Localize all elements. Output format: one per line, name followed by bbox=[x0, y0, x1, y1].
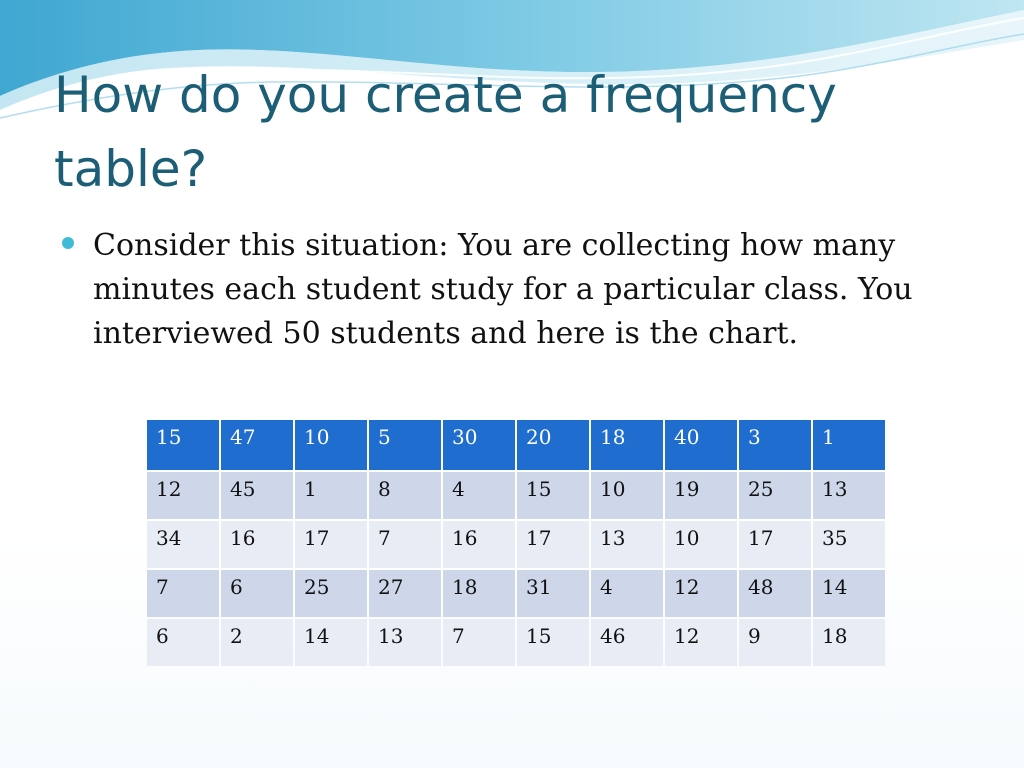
table-cell: 25 bbox=[295, 570, 367, 617]
table-cell: 20 bbox=[517, 420, 589, 470]
table-cell: 9 bbox=[739, 619, 811, 666]
table-cell: 17 bbox=[517, 521, 589, 568]
table-cell: 12 bbox=[665, 570, 737, 617]
table-cell: 14 bbox=[813, 570, 885, 617]
table-cell: 16 bbox=[443, 521, 515, 568]
table-cell: 15 bbox=[517, 619, 589, 666]
table-cell: 7 bbox=[147, 570, 219, 617]
table-cell: 35 bbox=[813, 521, 885, 568]
table-cell: 13 bbox=[591, 521, 663, 568]
table-row: 7 6 25 27 18 31 4 12 48 14 bbox=[147, 570, 885, 617]
table-cell: 12 bbox=[147, 472, 219, 519]
bullet-dot-icon bbox=[62, 237, 74, 249]
table-cell: 48 bbox=[739, 570, 811, 617]
table-cell: 15 bbox=[147, 420, 219, 470]
table-cell: 18 bbox=[813, 619, 885, 666]
table-cell: 19 bbox=[665, 472, 737, 519]
table-row: 34 16 17 7 16 17 13 10 17 35 bbox=[147, 521, 885, 568]
minutes-data-table: 15 47 10 5 30 20 18 40 3 1 12 45 1 8 4 15 10 19 25 13 34 16 17… bbox=[145, 418, 887, 668]
table-cell: 13 bbox=[369, 619, 441, 666]
table-cell: 47 bbox=[221, 420, 293, 470]
table-cell: 40 bbox=[665, 420, 737, 470]
table-cell: 1 bbox=[813, 420, 885, 470]
table-cell: 3 bbox=[739, 420, 811, 470]
table-cell: 10 bbox=[591, 472, 663, 519]
table-cell: 30 bbox=[443, 420, 515, 470]
table-cell: 4 bbox=[443, 472, 515, 519]
bullet-item: Consider this situation: You are collect… bbox=[62, 224, 962, 356]
table-cell: 7 bbox=[443, 619, 515, 666]
table-cell: 17 bbox=[295, 521, 367, 568]
bullet-text: Consider this situation: You are collect… bbox=[93, 228, 913, 351]
table-cell: 46 bbox=[591, 619, 663, 666]
decorative-wave bbox=[0, 0, 1024, 119]
table-row: 12 45 1 8 4 15 10 19 25 13 bbox=[147, 472, 885, 519]
table-cell: 5 bbox=[369, 420, 441, 470]
table-cell: 10 bbox=[665, 521, 737, 568]
table-cell: 2 bbox=[221, 619, 293, 666]
table-cell: 4 bbox=[591, 570, 663, 617]
table-header-row: 15 47 10 5 30 20 18 40 3 1 bbox=[147, 420, 885, 470]
table-cell: 7 bbox=[369, 521, 441, 568]
table-cell: 6 bbox=[221, 570, 293, 617]
table-cell: 15 bbox=[517, 472, 589, 519]
table-cell: 12 bbox=[665, 619, 737, 666]
table-cell: 31 bbox=[517, 570, 589, 617]
table-cell: 18 bbox=[443, 570, 515, 617]
table-cell: 34 bbox=[147, 521, 219, 568]
table-cell: 1 bbox=[295, 472, 367, 519]
table-cell: 13 bbox=[813, 472, 885, 519]
table-cell: 17 bbox=[739, 521, 811, 568]
table-cell: 16 bbox=[221, 521, 293, 568]
table-cell: 10 bbox=[295, 420, 367, 470]
table-row: 6 2 14 13 7 15 46 12 9 18 bbox=[147, 619, 885, 666]
slide-title: How do you create a frequency table? bbox=[54, 66, 837, 198]
table-cell: 8 bbox=[369, 472, 441, 519]
table-cell: 14 bbox=[295, 619, 367, 666]
table-cell: 6 bbox=[147, 619, 219, 666]
table-cell: 18 bbox=[591, 420, 663, 470]
table-cell: 25 bbox=[739, 472, 811, 519]
table-cell: 27 bbox=[369, 570, 441, 617]
table-cell: 45 bbox=[221, 472, 293, 519]
